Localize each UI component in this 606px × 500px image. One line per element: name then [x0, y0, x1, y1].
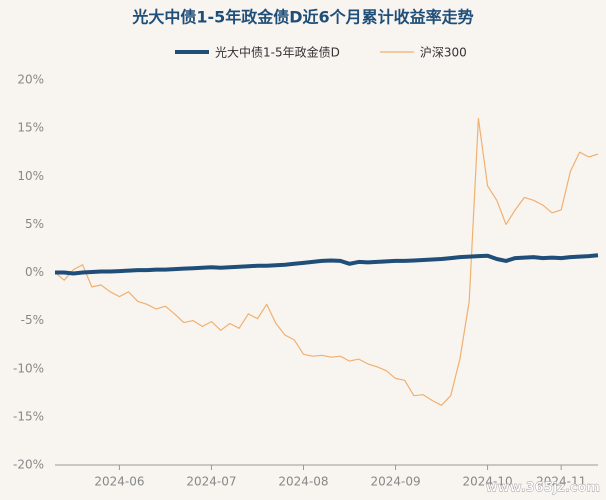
chart-title: 光大中债1-5年政金债D近6个月累计收益率走势: [131, 8, 473, 27]
watermark: www.365jz.com: [486, 481, 600, 496]
x-tick-label: 2024-07: [186, 475, 236, 489]
y-tick-label: -15%: [13, 409, 44, 423]
series-line: [55, 253, 599, 276]
x-tick-label: 2024-08: [278, 475, 328, 489]
x-tick-label: 2024-06: [94, 475, 144, 489]
legend-label: 光大中债1-5年政金债D: [215, 45, 340, 60]
y-tick-label: -5%: [21, 313, 44, 327]
x-tick-label: 2024-11: [536, 475, 586, 489]
y-tick-label: 15%: [17, 121, 44, 135]
legend-label: 沪深300: [420, 46, 467, 60]
y-tick-label: 10%: [17, 169, 44, 183]
y-tick-label: 20%: [17, 73, 44, 87]
x-tick-label: 2024-09: [370, 475, 420, 489]
y-tick-label: 0%: [25, 265, 44, 279]
x-tick-label: 2024-10: [462, 475, 512, 489]
y-tick-label: -10%: [13, 361, 44, 375]
series-line: [54, 117, 599, 406]
y-tick-label: 5%: [25, 217, 44, 231]
y-tick-label: -20%: [13, 458, 44, 472]
